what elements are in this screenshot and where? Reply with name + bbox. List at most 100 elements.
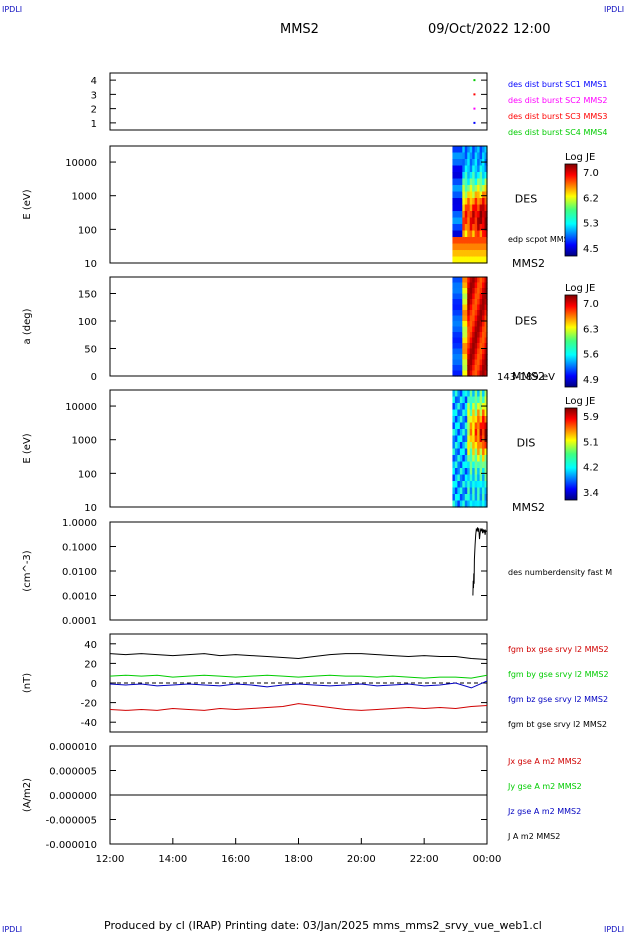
heatmap-cell [462,337,466,344]
heatmap-cell [459,243,463,251]
heatmap-cell [474,448,478,456]
heatmap-cell [469,348,473,355]
colorbar-tick-label: 5.1 [583,437,599,448]
colorbar-tick-label: 5.3 [583,219,599,230]
heatmap-cell [472,500,476,508]
heatmap-cell [477,304,481,311]
y-tick-label: 150 [78,290,97,301]
heatmap-cell [454,224,458,232]
heatmap-cell [469,256,473,264]
heatmap-cell [482,487,486,495]
legend-entry: Jz gse A m2 MMS2 [507,807,581,816]
heatmap-cell [484,494,488,502]
heatmap-cell [482,310,486,317]
heatmap-cell [469,481,473,489]
heatmap-cell [467,442,471,450]
x-tick-label: 00:00 [473,854,502,865]
heatmap-cell [469,146,473,154]
heatmap-cell [464,299,468,306]
heatmap-cell [469,359,473,366]
heatmap-cell [469,354,473,361]
heatmap-cell [452,299,456,306]
heatmap-cell [467,159,471,167]
heatmap-cell [474,237,478,245]
heatmap-cell [462,487,466,495]
burst-mark [473,107,476,110]
heatmap-cell [452,468,456,476]
heatmap-cell [469,416,473,424]
heatmap-cell [484,435,488,443]
heatmap-cell [459,359,463,366]
y-tick-label: 2 [91,105,97,116]
heatmap-cell [477,277,481,284]
heatmap-cell [472,494,476,502]
heatmap-cell [477,146,481,154]
heatmap-cell [472,354,476,361]
heatmap-cell [464,172,468,180]
heatmap-cell [464,429,468,437]
heatmap-cell [484,326,488,333]
heatmap-cell [477,250,481,258]
heatmap-cell [479,224,483,232]
heatmap-cell [457,152,461,160]
heatmap-cell [457,224,461,232]
heatmap-cell [464,191,468,199]
energy-band-label: 143-189 eV [497,372,555,383]
heatmap-cell [469,468,473,476]
heatmap-cell [472,481,476,489]
heatmap-cell [477,343,481,350]
heatmap-cell [467,165,471,173]
heatmap-cell [484,256,488,264]
heatmap-cell [474,461,478,469]
heatmap-cell [482,494,486,502]
heatmap-cell [459,343,463,350]
heatmap-cell [464,185,468,193]
heatmap-cell [457,481,461,489]
heatmap-cell [472,348,476,355]
heatmap-cell [479,250,483,258]
heatmap-cell [462,237,466,245]
heatmap-cell [464,487,468,495]
heatmap-cell [454,211,458,219]
heatmap-cell [467,468,471,476]
heatmap-cell [452,461,456,469]
heatmap-cell [452,481,456,489]
heatmap-cell [474,256,478,264]
heatmap-cell [462,343,466,350]
burst-mark [473,79,476,82]
heatmap-cell [459,288,463,295]
heatmap-cell [477,315,481,322]
legend-entry: fgm bt gse srvy l2 MMS2 [508,720,607,729]
heatmap-cell [467,288,471,295]
heatmap-cell [482,217,486,225]
y-axis-label: (cm^-3) [22,550,33,591]
heatmap-cell [467,435,471,443]
heatmap-cell [474,409,478,417]
heatmap-cell [467,293,471,300]
heatmap-cell [457,332,461,339]
panel-frame [109,521,488,621]
heatmap-cell [454,468,458,476]
heatmap-cell [457,217,461,225]
heatmap-cell [477,422,481,430]
heatmap-cell [474,211,478,219]
heatmap-cell [482,332,486,339]
heatmap-cell [459,337,463,344]
heatmap-cell [467,487,471,495]
heatmap-cell [479,354,483,361]
heatmap-cell [477,293,481,300]
heatmap-cell [472,435,476,443]
heatmap-cell [469,500,473,508]
heatmap-cell [467,315,471,322]
heatmap-cell [462,315,466,322]
y-tick-label: 50 [84,345,97,356]
heatmap-cell [459,370,463,377]
heatmap-cell [462,230,466,238]
heatmap-cell [474,282,478,289]
heatmap-cell [454,370,458,377]
heatmap-cell [484,304,488,311]
heatmap-cell [479,204,483,212]
y-tick-label: 10000 [65,158,97,169]
heatmap-cell [457,191,461,199]
